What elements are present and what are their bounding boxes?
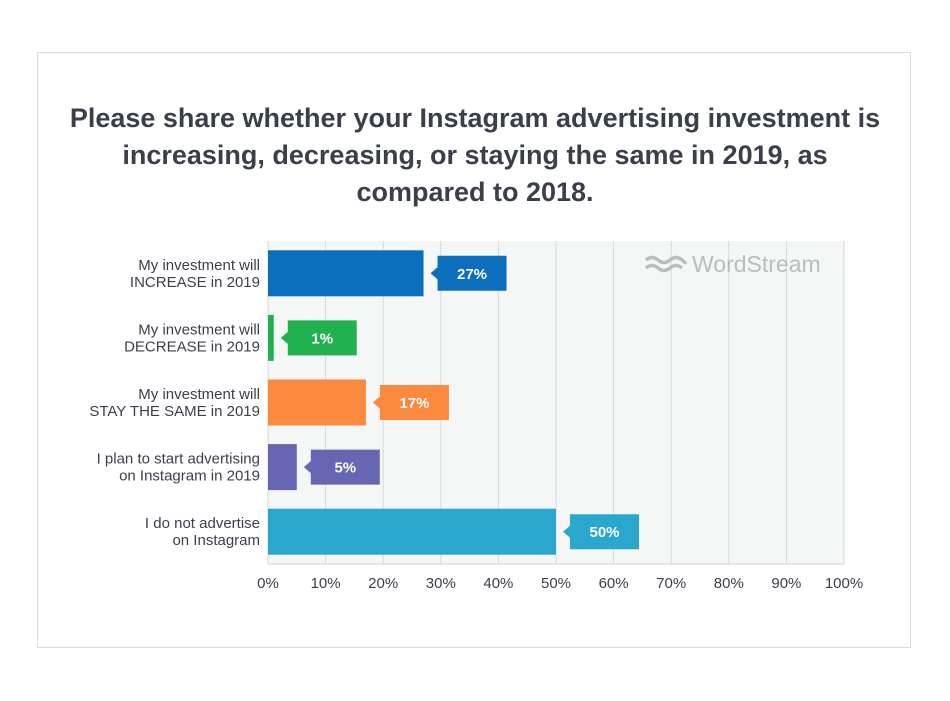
bars: 27% 1% 17% 5% 50%	[268, 250, 639, 555]
bar	[268, 379, 366, 426]
value-label: 27%	[457, 266, 487, 283]
x-tick-label: 80%	[714, 575, 744, 592]
value-callout	[280, 320, 357, 356]
wordstream-waves-icon-lower	[644, 263, 684, 273]
category-label: My investment will INCREASE in 2019	[130, 257, 260, 291]
category-label: I plan to start advertising on Instagram …	[97, 451, 260, 485]
bar	[268, 314, 274, 361]
x-tick-label: 70%	[656, 575, 686, 592]
x-tick-label: 30%	[426, 575, 456, 592]
x-tick-label: 20%	[368, 575, 398, 592]
x-tick-label: 10%	[311, 575, 341, 592]
value-label: 1%	[311, 330, 333, 347]
wordstream-watermark: WordStream	[692, 251, 821, 277]
chart-title: Please share whether your Instagram adve…	[69, 103, 881, 207]
x-tick-label: 60%	[599, 575, 629, 592]
value-label: 5%	[334, 460, 356, 477]
value-callout	[563, 514, 639, 550]
bar	[268, 250, 424, 297]
x-tick-label: 40%	[483, 575, 513, 592]
value-callout	[372, 385, 449, 420]
x-tick-label: 0%	[257, 575, 279, 592]
category-label: My investment will STAY THE SAME in 2019	[89, 386, 260, 420]
wordstream-logo: WordStream	[644, 251, 821, 277]
bar	[268, 444, 297, 491]
x-tick-label: 100%	[825, 575, 863, 592]
category-label: My investment will DECREASE in 2019	[124, 321, 260, 355]
x-tick-label: 90%	[771, 575, 801, 592]
category-label: I do not advertise on Instagram	[145, 515, 260, 549]
value-callout	[303, 449, 380, 485]
x-axis-tick-labels: 0% 10% 20% 30% 40% 50% 60% 70% 80% 90% 100%	[257, 575, 863, 592]
value-label: 50%	[589, 524, 619, 541]
value-label: 17%	[399, 395, 429, 412]
category-labels: My investment will INCREASE in 2019 My inv…	[89, 257, 260, 549]
value-callout	[430, 255, 507, 291]
x-tick-label: 50%	[541, 575, 571, 592]
wordstream-waves-icon	[644, 255, 687, 265]
bar	[268, 508, 556, 555]
